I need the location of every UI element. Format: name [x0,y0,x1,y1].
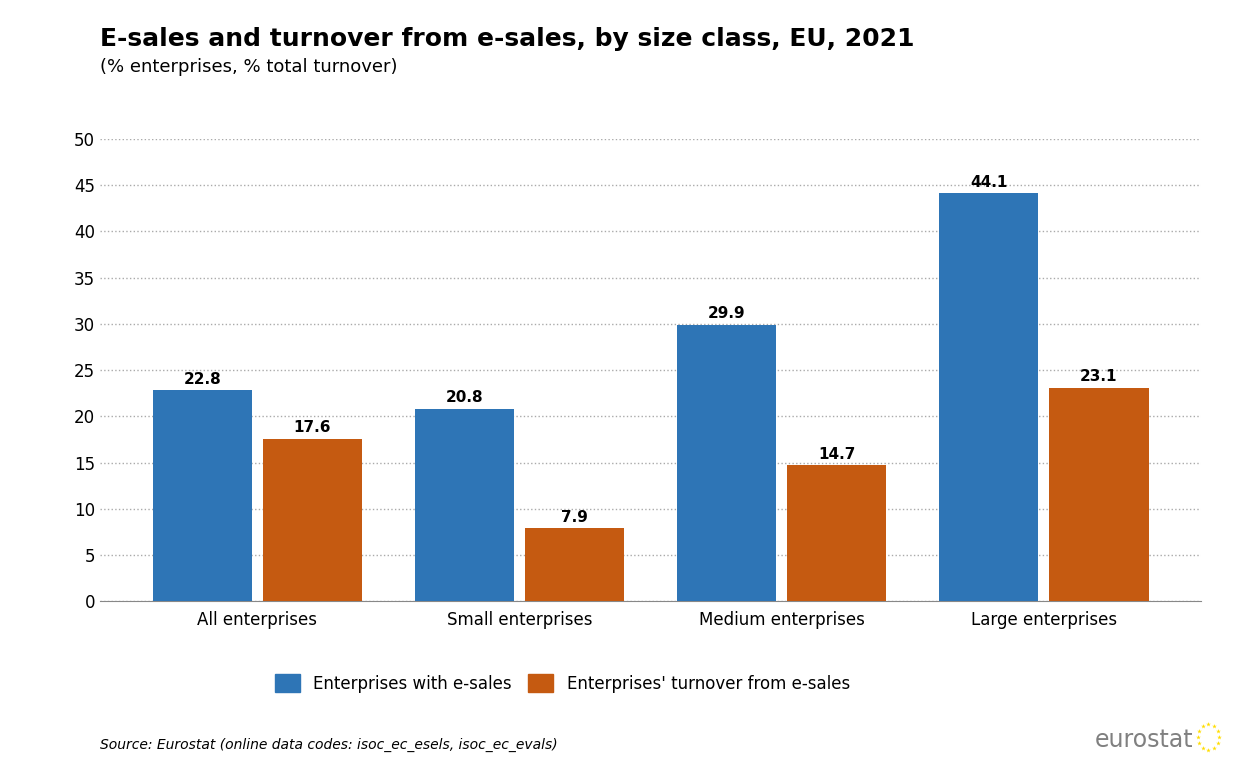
Text: (% enterprises, % total turnover): (% enterprises, % total turnover) [100,58,398,76]
Text: E-sales and turnover from e-sales, by size class, EU, 2021: E-sales and turnover from e-sales, by si… [100,27,914,51]
Text: 22.8: 22.8 [184,372,221,387]
Bar [263,439,363,601]
Bar [1048,388,1148,601]
Bar [787,466,887,601]
Bar [414,409,514,601]
Text: 44.1: 44.1 [970,175,1007,190]
Text: 17.6: 17.6 [294,420,332,435]
Text: Source: Eurostat (online data codes: isoc_ec_esels, isoc_ec_evals): Source: Eurostat (online data codes: iso… [100,738,558,752]
Bar [677,325,777,601]
Legend: Enterprises with e-sales, Enterprises' turnover from e-sales: Enterprises with e-sales, Enterprises' t… [275,675,849,692]
Bar [153,390,253,601]
Text: 14.7: 14.7 [818,446,856,462]
Text: eurostat: eurostat [1095,728,1193,752]
Text: 29.9: 29.9 [708,306,746,321]
Bar [524,528,624,601]
Text: 20.8: 20.8 [445,390,483,406]
Text: 7.9: 7.9 [560,510,588,524]
Text: 23.1: 23.1 [1080,369,1117,384]
Bar [938,194,1038,601]
